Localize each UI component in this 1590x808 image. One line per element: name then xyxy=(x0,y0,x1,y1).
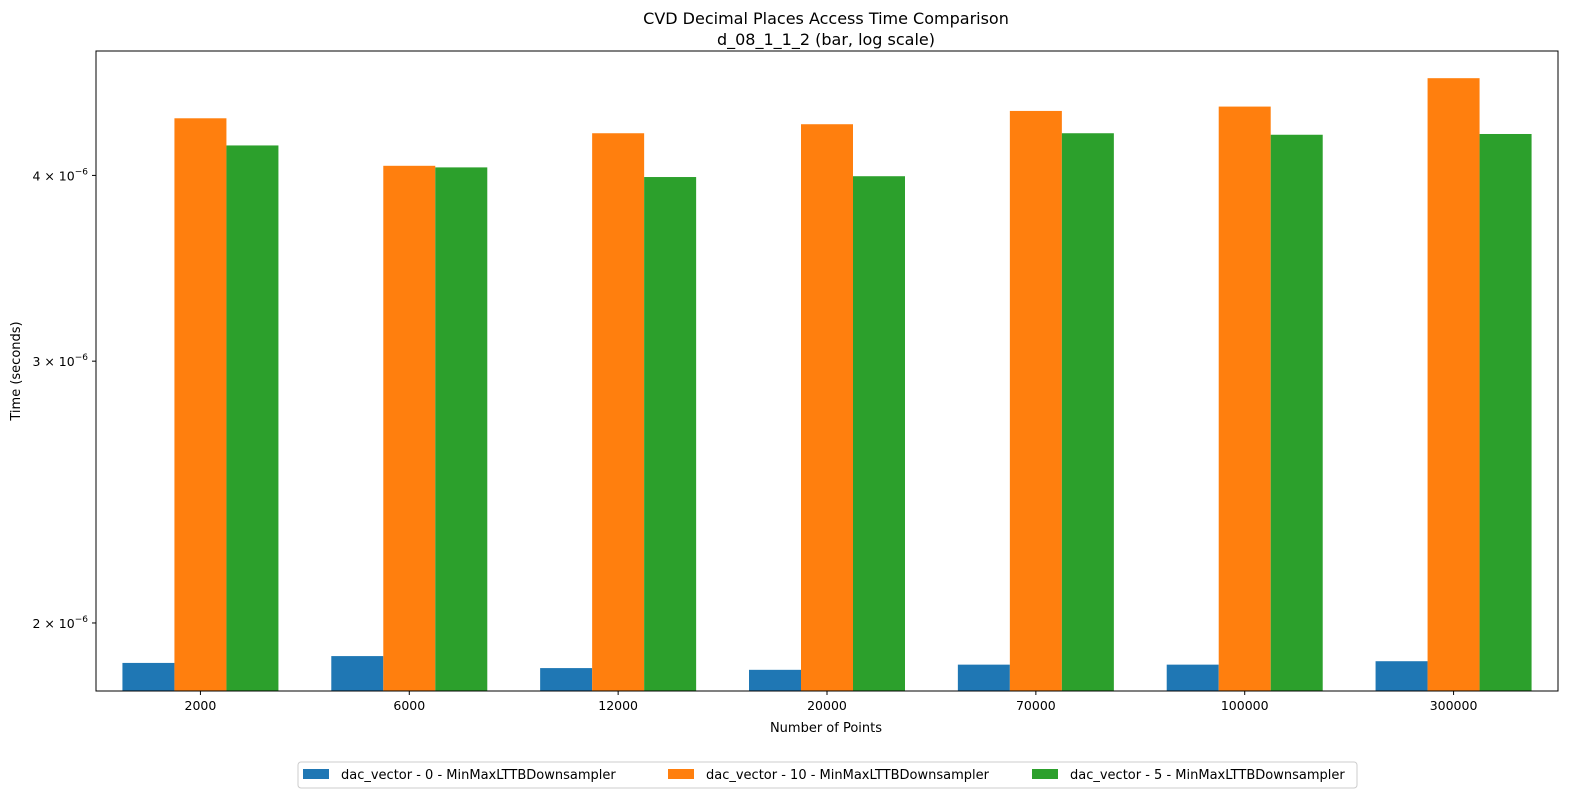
bar-12000-series-3 xyxy=(644,177,697,691)
bar-2000-series-3 xyxy=(226,145,279,691)
bar-70000-series-1 xyxy=(957,664,1010,691)
bar-300000-series-3 xyxy=(1479,133,1532,692)
legend-frame xyxy=(297,761,1358,789)
bar-20000-series-2 xyxy=(801,124,853,692)
x-tick-label: 20000 xyxy=(807,698,847,713)
bar-2000-series-2 xyxy=(174,118,227,692)
bar-6000-series-1 xyxy=(331,656,384,691)
bar-20000-series-3 xyxy=(853,176,905,692)
legend-swatch xyxy=(303,769,329,779)
bar-12000-series-1 xyxy=(540,668,593,691)
y-tick-label: 4 × 10−6 xyxy=(32,167,88,183)
y-tick-label: 3 × 10−6 xyxy=(32,353,88,369)
bar-100000-series-1 xyxy=(1166,664,1219,691)
x-tick-label: 2000 xyxy=(185,698,217,713)
legend: dac_vector - 0 - MinMaxLTTBDownsampler da… xyxy=(297,761,1358,789)
bar-2000-series-1 xyxy=(122,662,175,691)
x-tick-label: 12000 xyxy=(598,698,638,713)
bar-6000-series-3 xyxy=(435,167,488,691)
x-tick-label: 70000 xyxy=(1016,698,1056,713)
bars-layer xyxy=(122,78,1532,692)
x-tick-label: 6000 xyxy=(393,698,425,713)
y-axis-title: Time (seconds) xyxy=(9,321,24,421)
y-axis: 2 × 10−6 3 × 10−6 4 × 10−6 xyxy=(32,167,96,631)
legend-label: dac_vector - 0 - MinMaxLTTBDownsampler xyxy=(341,768,616,783)
x-axis: 2000 6000 12000 20000 70000 100000 300000 xyxy=(185,691,1478,713)
bar-6000-series-2 xyxy=(383,165,436,692)
x-tick-label: 100000 xyxy=(1221,698,1269,713)
legend-swatch xyxy=(668,769,694,779)
plot-frame xyxy=(95,50,1559,692)
legend-swatch xyxy=(1032,769,1058,779)
x-axis-title: Number of Points xyxy=(770,721,882,736)
chart-title: CVD Decimal Places Access Time Compariso… xyxy=(643,9,1009,28)
bar-70000-series-3 xyxy=(1061,133,1114,692)
bar-100000-series-3 xyxy=(1270,134,1323,691)
bar-300000-series-1 xyxy=(1375,661,1428,691)
bar-20000-series-1 xyxy=(749,669,801,691)
legend-label: dac_vector - 5 - MinMaxLTTBDownsampler xyxy=(1070,768,1345,783)
y-tick-label: 2 × 10−6 xyxy=(32,615,88,631)
bar-300000-series-2 xyxy=(1427,78,1480,691)
bar-12000-series-2 xyxy=(592,133,645,692)
bar-100000-series-2 xyxy=(1218,106,1271,691)
legend-label: dac_vector - 10 - MinMaxLTTBDownsampler xyxy=(706,768,990,783)
x-tick-label: 300000 xyxy=(1430,698,1478,713)
bar-70000-series-2 xyxy=(1009,110,1062,691)
chart-subtitle: d_08_1_1_2 (bar, log scale) xyxy=(717,30,935,50)
